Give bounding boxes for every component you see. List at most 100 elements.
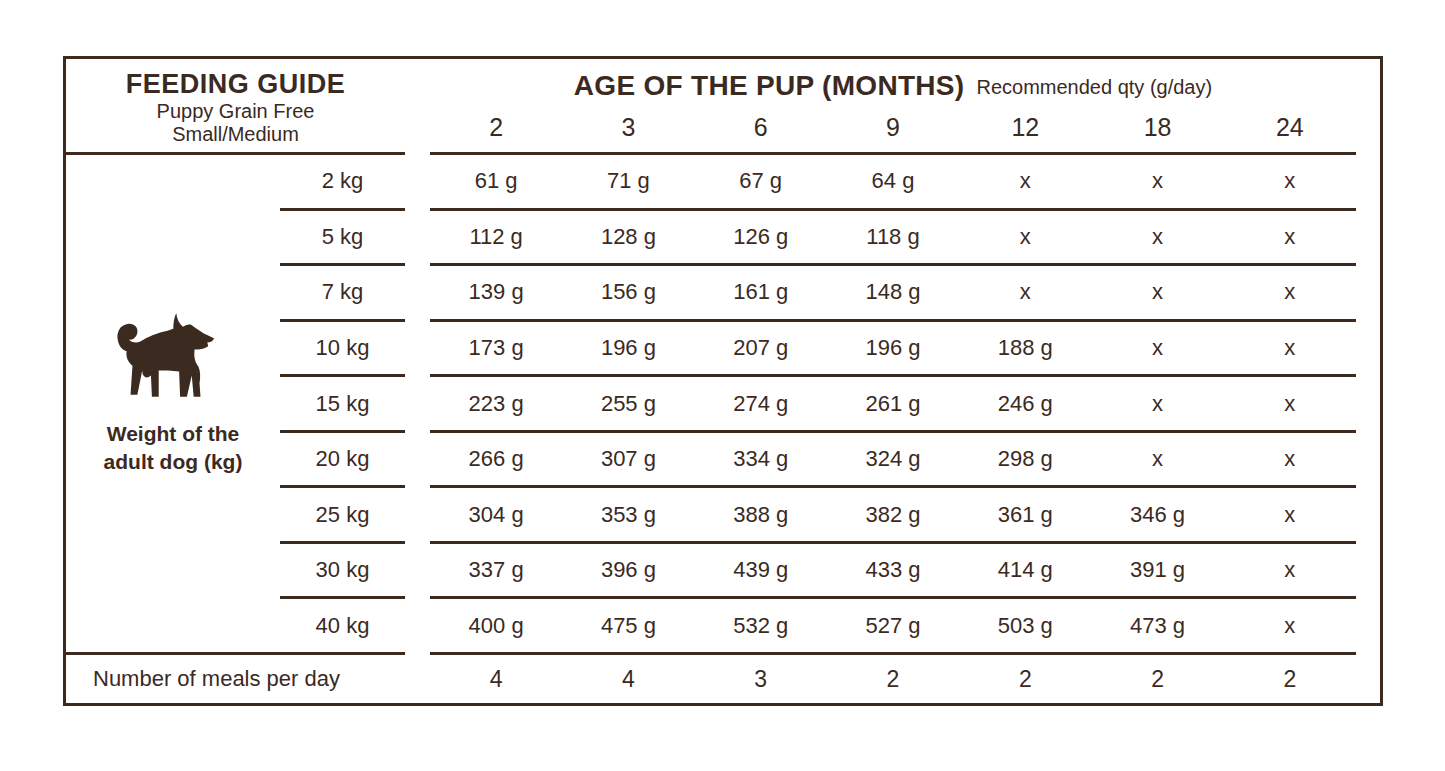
data-row: 139 g156 g161 g148 gxxx	[430, 266, 1356, 322]
qty-cell: x	[1091, 279, 1223, 305]
data-row: 112 g128 g126 g118 gxxx	[430, 211, 1356, 267]
qty-cell: 173 g	[430, 335, 562, 361]
qty-cell: x	[1224, 502, 1356, 528]
age-column-header: 2	[430, 113, 562, 142]
qty-cell: 261 g	[827, 391, 959, 417]
qty-cell: x	[1091, 168, 1223, 194]
qty-cell: 346 g	[1091, 502, 1223, 528]
weight-row-label: 10 kg	[280, 322, 405, 378]
meals-per-day-row: Number of meals per day 4432222	[66, 655, 1356, 703]
meals-count: 2	[1224, 666, 1356, 693]
table-corner-header: FEEDING GUIDE Puppy Grain Free Small/Med…	[66, 59, 405, 155]
qty-cell: 266 g	[430, 446, 562, 472]
weight-row-label: 40 kg	[280, 599, 405, 655]
qty-cell: 118 g	[827, 224, 959, 250]
qty-cell: x	[959, 168, 1091, 194]
weight-axis-label-line1: Weight of the	[66, 420, 280, 448]
weight-axis-area: Weight of the adult dog (kg)	[66, 155, 280, 655]
meals-per-day-values: 4432222	[430, 655, 1356, 703]
qty-cell: x	[1224, 279, 1356, 305]
age-column-header: 12	[959, 113, 1091, 142]
weight-row-label: 15 kg	[280, 377, 405, 433]
qty-cell: x	[1224, 557, 1356, 583]
qty-cell: 67 g	[695, 168, 827, 194]
meals-count: 2	[1091, 666, 1223, 693]
qty-cell: 396 g	[562, 557, 694, 583]
qty-cell: 439 g	[695, 557, 827, 583]
weight-row-label: 5 kg	[280, 211, 405, 267]
qty-cell: 61 g	[430, 168, 562, 194]
qty-cell: 196 g	[827, 335, 959, 361]
qty-cell: 532 g	[695, 613, 827, 639]
qty-cell: 414 g	[959, 557, 1091, 583]
qty-cell: 161 g	[695, 279, 827, 305]
qty-cell: 475 g	[562, 613, 694, 639]
qty-cell: 527 g	[827, 613, 959, 639]
qty-cell: 473 g	[1091, 613, 1223, 639]
qty-cell: 64 g	[827, 168, 959, 194]
data-row: 400 g475 g532 g527 g503 g473 gx	[430, 599, 1356, 655]
age-column-headers: 2369121824	[430, 103, 1356, 155]
product-name: Puppy Grain Free	[66, 100, 405, 123]
age-column-header: 18	[1091, 113, 1223, 142]
weight-axis-label: Weight of the adult dog (kg)	[66, 420, 280, 476]
qty-cell: 188 g	[959, 335, 1091, 361]
qty-cell: x	[1224, 335, 1356, 361]
qty-cell: 400 g	[430, 613, 562, 639]
meals-count: 2	[827, 666, 959, 693]
qty-cell: x	[1224, 446, 1356, 472]
qty-cell: 334 g	[695, 446, 827, 472]
weight-row-label: 2 kg	[280, 155, 405, 211]
qty-cell: 304 g	[430, 502, 562, 528]
data-row: 173 g196 g207 g196 g188 gxx	[430, 322, 1356, 378]
qty-cell: 391 g	[1091, 557, 1223, 583]
weight-row-label: 7 kg	[280, 266, 405, 322]
recommended-qty-subtitle: Recommended qty (g/day)	[976, 74, 1212, 101]
weight-row-label: 30 kg	[280, 544, 405, 600]
data-row: 304 g353 g388 g382 g361 g346 gx	[430, 488, 1356, 544]
qty-cell: x	[1091, 446, 1223, 472]
qty-cell: 307 g	[562, 446, 694, 472]
data-row: 223 g255 g274 g261 g246 gxx	[430, 377, 1356, 433]
qty-cell: 196 g	[562, 335, 694, 361]
qty-cell: x	[1091, 335, 1223, 361]
qty-cell: 324 g	[827, 446, 959, 472]
qty-cell: 503 g	[959, 613, 1091, 639]
qty-cell: 274 g	[695, 391, 827, 417]
qty-cell: 298 g	[959, 446, 1091, 472]
qty-cell: 337 g	[430, 557, 562, 583]
qty-cell: 382 g	[827, 502, 959, 528]
age-column-header: 3	[562, 113, 694, 142]
meals-count: 3	[695, 666, 827, 693]
qty-cell: 112 g	[430, 224, 562, 250]
qty-cell: x	[1224, 168, 1356, 194]
weight-row-label: 25 kg	[280, 488, 405, 544]
meals-count: 4	[430, 666, 562, 693]
qty-cell: 156 g	[562, 279, 694, 305]
age-column-header: 9	[827, 113, 959, 142]
meals-per-day-label: Number of meals per day	[93, 655, 340, 703]
qty-cell: x	[1091, 224, 1223, 250]
qty-cell: 361 g	[959, 502, 1091, 528]
data-row: 266 g307 g334 g324 g298 gxx	[430, 433, 1356, 489]
qty-cell: 255 g	[562, 391, 694, 417]
qty-cell: x	[959, 224, 1091, 250]
weight-axis-label-line2: adult dog (kg)	[66, 448, 280, 476]
data-row: 337 g396 g439 g433 g414 g391 gx	[430, 544, 1356, 600]
weight-row-label: 20 kg	[280, 433, 405, 489]
age-column-header: 24	[1224, 113, 1356, 142]
age-column-header: 6	[695, 113, 827, 142]
qty-cell: x	[1224, 224, 1356, 250]
qty-cell: x	[1224, 391, 1356, 417]
feeding-guide-table: FEEDING GUIDE Puppy Grain Free Small/Med…	[63, 56, 1383, 706]
dog-icon	[115, 310, 217, 402]
meals-count: 2	[959, 666, 1091, 693]
qty-cell: 128 g	[562, 224, 694, 250]
qty-cell: 246 g	[959, 391, 1091, 417]
qty-cell: 71 g	[562, 168, 694, 194]
qty-cell: 139 g	[430, 279, 562, 305]
qty-cell: 353 g	[562, 502, 694, 528]
product-variant: Small/Medium	[66, 123, 405, 146]
age-header: AGE OF THE PUP (MONTHS) Recommended qty …	[430, 59, 1356, 103]
qty-cell: 148 g	[827, 279, 959, 305]
